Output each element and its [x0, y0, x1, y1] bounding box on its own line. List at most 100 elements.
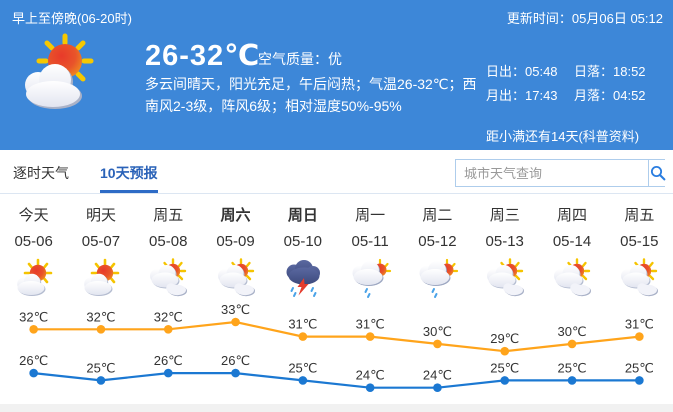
temp-label: 32℃	[86, 309, 115, 324]
tab-hourly-weather[interactable]: 逐时天气	[13, 165, 69, 181]
day-name: 周六	[220, 207, 251, 224]
current-weather-header: 早上至傍晚(06-20时) 更新时间：05月06日 05:12	[0, 0, 673, 150]
thunder-shower-icon	[280, 258, 326, 300]
temp-point	[433, 383, 442, 392]
temp-point	[29, 368, 38, 378]
temperature-range: 26-32℃	[145, 40, 261, 72]
temp-line	[33, 371, 640, 389]
temp-point	[163, 325, 173, 334]
temp-label: 26℃	[221, 353, 250, 368]
sunrise-time: 日出：05:48	[486, 64, 558, 79]
temp-point	[635, 332, 644, 341]
day-name: 周二	[422, 207, 453, 224]
day-name: 今天	[18, 207, 49, 224]
temp-point	[298, 376, 308, 385]
temp-label: 25℃	[86, 360, 115, 375]
day-name: 周日	[287, 207, 318, 224]
city-search-box	[455, 159, 667, 187]
temp-point	[635, 376, 644, 385]
search-button[interactable]	[648, 160, 667, 186]
moonset-time: 月落：04:52	[574, 88, 646, 103]
temp-label: 24℃	[356, 368, 385, 383]
temp-label: 29℃	[490, 331, 519, 346]
temp-point	[500, 346, 510, 356]
moonrise-time: 月出：17:43	[486, 88, 558, 103]
temp-point	[298, 332, 308, 341]
sunset-time: 日落：18:52	[574, 64, 646, 79]
temp-label: 26℃	[19, 353, 48, 368]
city-search-input[interactable]	[456, 160, 648, 186]
temp-label: 30℃	[423, 324, 452, 339]
rain-shower-icon	[414, 258, 460, 300]
temp-point	[231, 368, 240, 378]
forecast-day-column[interactable]: 周五 05-08	[135, 202, 202, 300]
day-date: 05-14	[552, 233, 592, 250]
forecast-day-column[interactable]: 周六 05-09	[202, 202, 269, 300]
temp-label: 33℃	[221, 302, 250, 317]
forecast-day-column[interactable]: 周日 05-10	[269, 202, 336, 300]
day-date: 05-15	[620, 233, 659, 250]
update-time: 更新时间：05月06日 05:12	[506, 11, 663, 26]
forecast-days: 今天 05-06 明天 05-07 周五 05-08 周六 05-09	[0, 194, 673, 300]
day-date: 05-10	[283, 233, 323, 250]
day-date: 05-13	[485, 233, 524, 250]
sun-behind-cloud-icon	[10, 32, 106, 118]
mostly-sunny-icon	[78, 258, 124, 300]
rain-shower-icon	[347, 258, 393, 300]
day-name: 周一	[355, 207, 386, 224]
temp-line	[33, 320, 640, 353]
sun-moon-times: 日出：05:48 日落：18:52 月出：17:43 月落：04:52	[486, 60, 666, 108]
forecast-day-column[interactable]: 周三 05-13	[471, 202, 538, 300]
temp-label: 25℃	[558, 360, 587, 375]
temp-label: 25℃	[625, 360, 654, 375]
temp-label: 31℃	[356, 317, 385, 332]
search-icon	[650, 165, 666, 181]
mostly-sunny-icon	[11, 258, 57, 300]
solar-term-link[interactable]: 距小满还有14天(科普资料)	[486, 129, 640, 144]
air-quality: 空气质量：优	[258, 51, 342, 67]
temp-point	[365, 383, 375, 392]
forecast-day-column[interactable]: 周四 05-14	[538, 202, 605, 300]
temp-point	[567, 339, 577, 349]
forecast-day-column[interactable]: 今天 05-06	[0, 202, 67, 300]
forecast-day-column[interactable]: 周一 05-11	[336, 202, 403, 300]
temp-point	[500, 376, 510, 385]
temp-label: 30℃	[558, 324, 587, 339]
temp-label: 25℃	[288, 360, 317, 375]
bottom-strip	[0, 404, 673, 412]
temp-label: 31℃	[625, 317, 654, 332]
forecast-day-column[interactable]: 周五 05-15	[606, 202, 673, 300]
temp-label: 32℃	[154, 309, 183, 324]
temp-point	[433, 339, 442, 349]
forecast-day-column[interactable]: 明天 05-07	[67, 202, 134, 300]
temp-point	[567, 376, 577, 385]
day-date: 05-07	[81, 233, 121, 250]
temp-label: 32℃	[19, 309, 48, 324]
temp-label: 24℃	[423, 368, 452, 383]
temp-point	[231, 317, 240, 327]
partly-cloudy-icon	[482, 258, 528, 300]
temp-point	[365, 332, 375, 341]
day-name: 周四	[557, 207, 588, 224]
temp-point	[29, 325, 38, 334]
temp-point	[96, 376, 106, 385]
temp-point	[163, 368, 173, 378]
day-date: 05-08	[149, 233, 188, 250]
temp-label: 25℃	[490, 360, 519, 375]
tab-10day-forecast[interactable]: 10天预报	[100, 150, 158, 193]
temp-label: 26℃	[154, 353, 183, 368]
day-name: 周五	[624, 207, 655, 224]
forecast-day-column[interactable]: 周二 05-12	[404, 202, 471, 300]
day-name: 周三	[489, 207, 520, 224]
tab-bar: 逐时天气 10天预报	[0, 150, 673, 194]
day-name: 明天	[85, 207, 116, 224]
weather-description: 多云间晴天，阳光充足，午后闷热；气温26-32℃；西南风2-3级，阵风6级；相对…	[145, 76, 477, 114]
temp-label: 31℃	[288, 317, 317, 332]
temperature-chart: 32℃ 32℃ 32℃ 33℃ 31℃ 31℃ 30℃ 29℃ 30℃ 31℃ 26℃ 25℃ 26℃ 2…	[19, 302, 654, 392]
day-name: 周五	[153, 207, 184, 224]
partly-cloudy-icon	[616, 258, 662, 300]
partly-cloudy-icon	[213, 258, 259, 300]
day-date: 05-12	[418, 233, 457, 250]
partly-cloudy-icon	[549, 258, 595, 300]
